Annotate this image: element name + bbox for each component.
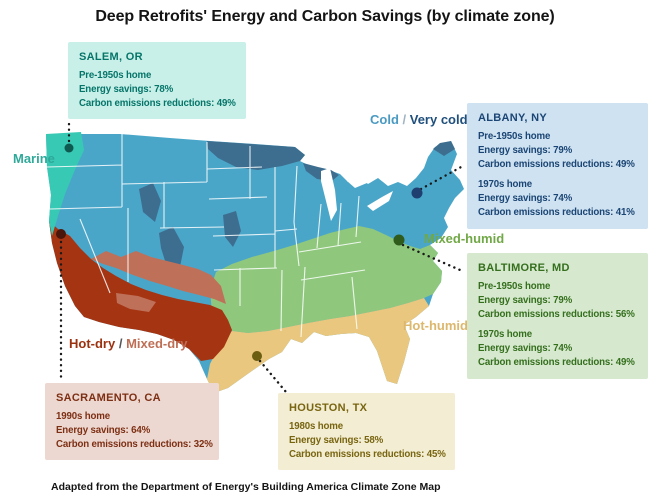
- zone-hot-dry: [49, 221, 232, 361]
- zone-label-marine: Marine: [13, 151, 55, 166]
- callout-houston: HOUSTON, TX 1980s home Energy savings: 5…: [278, 393, 455, 471]
- carbon-reductions: Carbon emissions reductions: 49%: [79, 97, 236, 109]
- callout-group: 1970s home Energy savings: 74% Carbon em…: [478, 178, 640, 219]
- callout-city: HOUSTON, TX: [289, 402, 368, 414]
- carbon-reductions: Carbon emissions reductions: 49%: [478, 158, 635, 170]
- dry-label-separator: /: [115, 336, 127, 351]
- home-era: Pre-1950s home: [478, 281, 551, 292]
- callout-group: Pre-1950s home Energy savings: 79% Carbo…: [478, 130, 640, 171]
- energy-savings: Energy savings: 78%: [79, 83, 174, 95]
- zone-marine: [46, 132, 84, 236]
- energy-savings: Energy savings: 58%: [289, 434, 384, 446]
- page-title: Deep Retrofits' Energy and Carbon Saving…: [95, 8, 555, 25]
- zone-label-cold-very-cold: Cold / Very cold: [370, 112, 468, 127]
- zone-mixed-humid: [210, 226, 442, 333]
- carbon-reductions: Carbon emissions reductions: 56%: [478, 308, 635, 320]
- callout-baltimore: BALTIMORE, MD Pre-1950s home Energy savi…: [467, 253, 648, 379]
- mixed-humid-label-text: Mixed-humid: [424, 231, 505, 246]
- energy-savings: Energy savings: 79%: [478, 144, 573, 156]
- callout-albany: ALBANY, NY Pre-1950s home Energy savings…: [467, 103, 648, 229]
- callout-city: SALEM, OR: [79, 51, 143, 63]
- callout-city: ALBANY, NY: [478, 112, 548, 124]
- callout-city: BALTIMORE, MD: [478, 262, 570, 274]
- baltimore-marker: [393, 234, 405, 246]
- attribution-note: Adapted from the Department of Energy's …: [51, 481, 441, 493]
- callout-group: 1970s home Energy savings: 74% Carbon em…: [478, 328, 640, 369]
- houston-connector: [258, 359, 288, 394]
- callout-group: Pre-1950s home Energy savings: 79% Carbo…: [478, 280, 640, 321]
- sacramento-marker: [56, 229, 66, 239]
- home-era: 1980s home: [289, 421, 343, 432]
- carbon-reductions: Carbon emissions reductions: 41%: [478, 206, 635, 218]
- state-borders: [46, 134, 366, 338]
- albany-marker: [411, 187, 423, 199]
- zone-label-hot-dry-mixed-dry: Hot-dry / Mixed-dry: [69, 336, 187, 351]
- callout-group: 1990s home Energy savings: 64% Carbon em…: [56, 410, 213, 451]
- zone-label-hot-humid: Hot-humid: [403, 318, 468, 333]
- hot-dry-label-text: Hot-dry: [69, 336, 116, 351]
- salem-marker: [64, 143, 74, 153]
- mixed-dry-label-text: Mixed-dry: [126, 336, 188, 351]
- hot-humid-label-text: Hot-humid: [403, 318, 468, 333]
- carbon-reductions: Carbon emissions reductions: 49%: [478, 356, 635, 368]
- callout-group: Pre-1950s home Energy savings: 78% Carbo…: [79, 69, 238, 110]
- zone-label-mixed-humid: Mixed-humid: [424, 231, 504, 246]
- albany-connector: [419, 164, 465, 191]
- home-era: 1990s home: [56, 411, 110, 422]
- baltimore-connector: [401, 243, 462, 272]
- very-cold-label-text: Very cold: [409, 112, 468, 127]
- marine-label-text: Marine: [13, 151, 55, 166]
- great-lakes: [321, 168, 393, 221]
- home-era: Pre-1950s home: [478, 131, 551, 142]
- energy-savings: Energy savings: 79%: [478, 294, 573, 306]
- energy-savings: Energy savings: 74%: [478, 193, 573, 205]
- energy-savings: Energy savings: 64%: [56, 424, 151, 436]
- carbon-reductions: Carbon emissions reductions: 45%: [289, 448, 446, 460]
- callout-salem: SALEM, OR Pre-1950s home Energy savings:…: [68, 42, 246, 120]
- home-era: Pre-1950s home: [79, 70, 152, 81]
- callout-group: 1980s home Energy savings: 58% Carbon em…: [289, 420, 447, 461]
- houston-marker: [252, 351, 262, 361]
- zone-hot-humid: [207, 298, 429, 393]
- carbon-reductions: Carbon emissions reductions: 32%: [56, 438, 213, 450]
- cold-label-separator: /: [398, 112, 410, 127]
- home-era: 1970s home: [478, 329, 532, 341]
- zone-very-cold: [139, 141, 455, 272]
- cold-label-text: Cold: [370, 112, 399, 127]
- callout-city: SACRAMENTO, CA: [56, 392, 161, 404]
- home-era: 1970s home: [478, 179, 532, 191]
- zone-mixed-dry: [91, 251, 226, 312]
- energy-savings: Energy savings: 74%: [478, 343, 573, 355]
- callout-sacramento: SACRAMENTO, CA 1990s home Energy savings…: [45, 383, 219, 461]
